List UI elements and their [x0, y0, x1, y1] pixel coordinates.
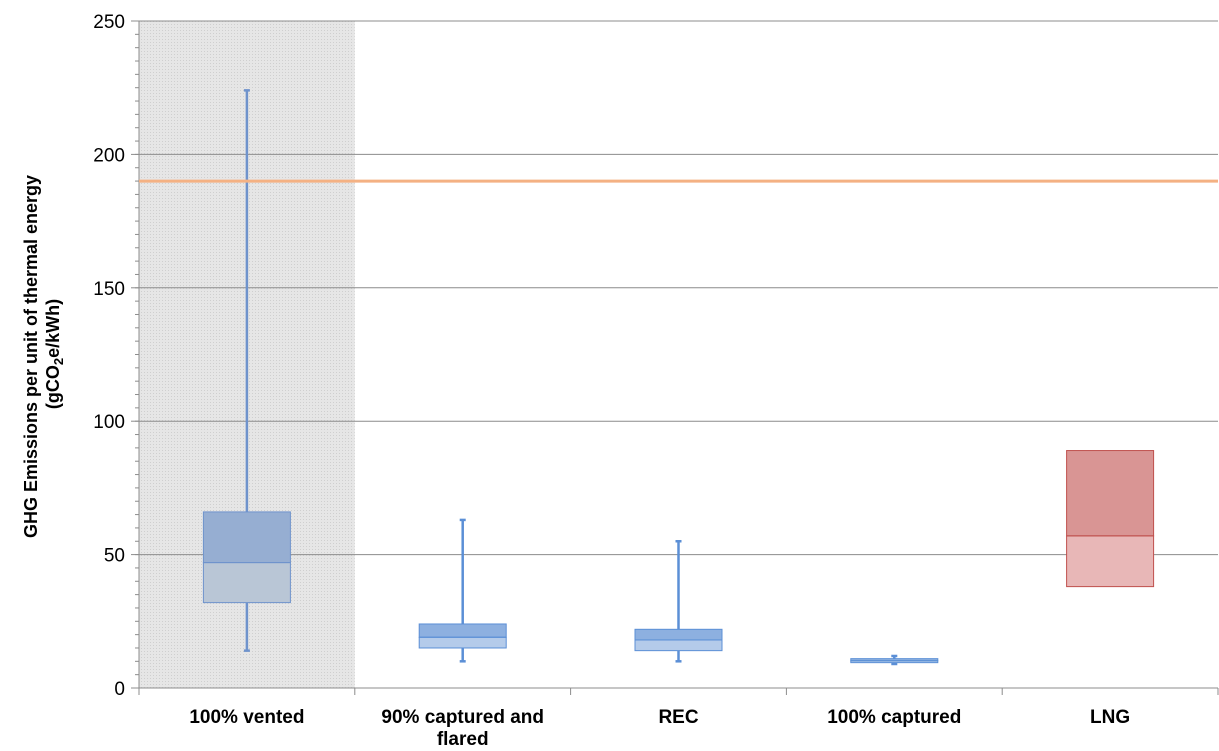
x-category-label: 100% captured: [827, 707, 961, 728]
y-axis-label-line1: GHG Emissions per unit of thermal energy: [21, 175, 41, 538]
x-category-label: 100% vented: [189, 707, 304, 728]
box-lower: [418, 636, 507, 649]
y-tick-label: 50: [104, 546, 125, 567]
box-upper: [634, 628, 723, 641]
box-lower: [202, 562, 291, 604]
box-lower: [1066, 535, 1155, 588]
y-tick-label: 0: [114, 679, 125, 700]
x-category-label: 90% captured and flared: [381, 707, 544, 750]
box-upper: [202, 511, 291, 564]
y-tick-label: 150: [93, 279, 125, 300]
box-upper: [1066, 450, 1155, 537]
x-category-label: LNG: [1090, 707, 1130, 728]
y-tick-label: 200: [93, 145, 125, 166]
y-axis-label-line2: (gCO2e/kWh): [43, 299, 66, 409]
y-axis-label: GHG Emissions per unit of thermal energy…: [21, 170, 66, 538]
box-lower: [634, 639, 723, 652]
y-tick-label: 100: [93, 412, 125, 433]
x-category-label: REC: [658, 707, 698, 728]
y-tick-label: 250: [93, 12, 125, 33]
box-upper: [418, 623, 507, 638]
